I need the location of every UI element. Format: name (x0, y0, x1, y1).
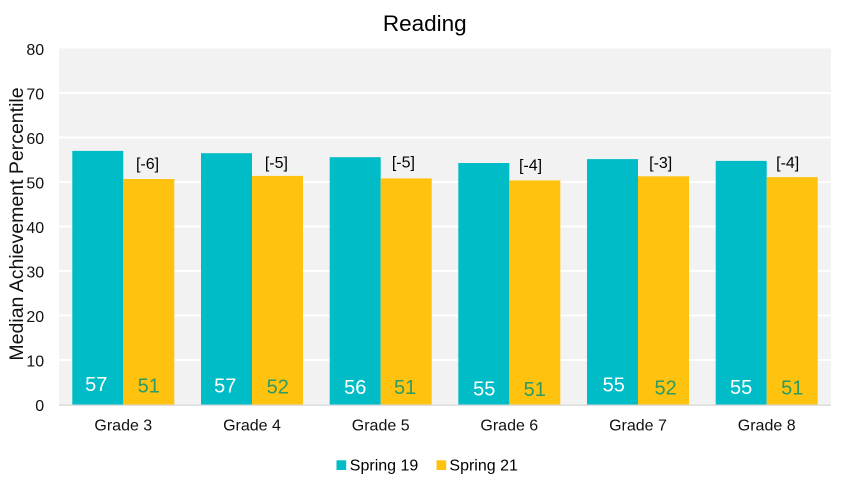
svg-text:10: 10 (26, 353, 44, 370)
svg-text:40: 40 (26, 220, 44, 237)
svg-text:52: 52 (654, 378, 676, 400)
svg-text:20: 20 (26, 309, 44, 326)
svg-text:56: 56 (344, 377, 366, 399)
svg-text:[-4]: [-4] (519, 157, 542, 174)
svg-text:30: 30 (26, 264, 44, 281)
svg-text:Spring 21: Spring 21 (449, 457, 518, 474)
svg-text:55: 55 (603, 375, 625, 397)
svg-text:Grade 4: Grade 4 (223, 418, 281, 435)
svg-text:0: 0 (35, 398, 44, 415)
svg-text:[-4]: [-4] (776, 155, 799, 172)
svg-text:57: 57 (85, 374, 107, 396)
svg-text:70: 70 (26, 86, 44, 103)
svg-text:55: 55 (473, 379, 495, 401)
svg-text:Spring 19: Spring 19 (350, 457, 419, 474)
svg-text:Median Achievement Percentile: Median Achievement Percentile (6, 87, 28, 360)
svg-text:Grade 7: Grade 7 (609, 418, 667, 435)
svg-text:51: 51 (394, 377, 416, 399)
svg-text:80: 80 (26, 42, 44, 59)
svg-text:[-3]: [-3] (649, 155, 672, 172)
svg-text:Grade 5: Grade 5 (352, 418, 410, 435)
svg-text:55: 55 (730, 377, 752, 399)
svg-text:51: 51 (781, 378, 803, 400)
svg-text:50: 50 (26, 175, 44, 192)
svg-text:[-6]: [-6] (136, 156, 159, 173)
svg-text:Grade 8: Grade 8 (738, 418, 796, 435)
svg-text:57: 57 (214, 375, 236, 397)
svg-text:Grade 6: Grade 6 (480, 418, 538, 435)
svg-text:51: 51 (138, 376, 160, 398)
svg-text:51: 51 (524, 379, 546, 401)
svg-text:[-5]: [-5] (265, 155, 288, 172)
svg-text:60: 60 (26, 131, 44, 148)
svg-text:Grade 3: Grade 3 (94, 418, 152, 435)
svg-text:[-5]: [-5] (392, 155, 415, 172)
svg-text:52: 52 (267, 376, 289, 398)
svg-text:Reading: Reading (383, 11, 467, 36)
